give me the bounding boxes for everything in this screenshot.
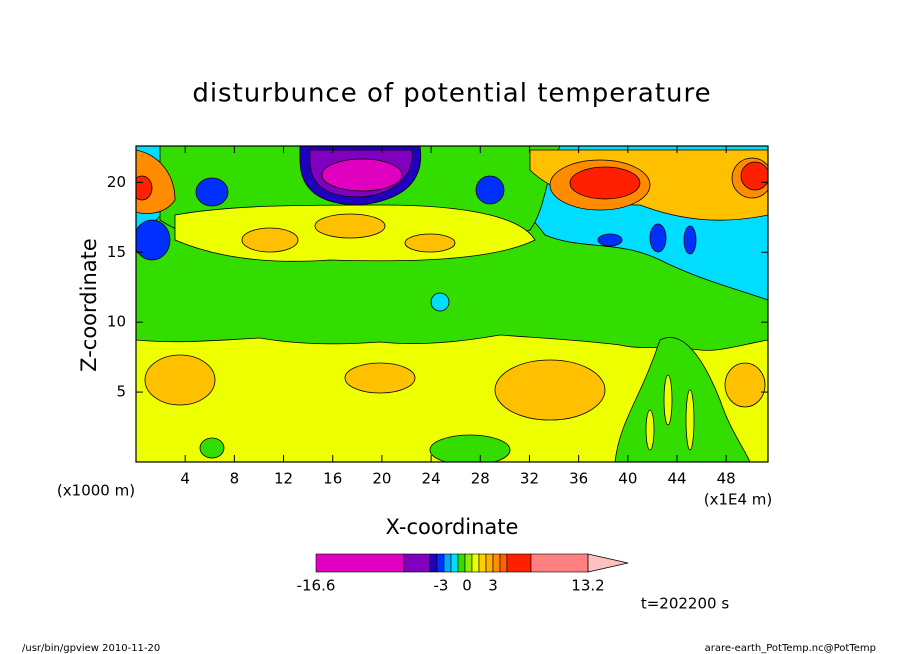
- footer-left: /usr/bin/gpview 2010-11-20: [22, 643, 160, 654]
- colorbar-tick-label: -3: [434, 577, 449, 595]
- colorbar-segment: [457, 553, 466, 573]
- x-axis-label: X-coordinate: [386, 515, 519, 539]
- y-tick-label: 10: [107, 313, 126, 331]
- colorbar-segment: [485, 553, 494, 573]
- chart-title: disturbunce of potential temperature: [192, 79, 711, 109]
- colorbar-tick-label: -16.6: [297, 577, 336, 595]
- time-label: t=202200 s: [641, 595, 729, 613]
- x-tick-label: 20: [372, 470, 391, 488]
- x-tick-label: 16: [323, 470, 342, 488]
- colorbar-segment: [315, 553, 405, 573]
- colorbar-segment: [464, 553, 473, 573]
- colorbar-segment: [403, 553, 431, 573]
- colorbar-segment: [530, 553, 589, 573]
- x-unit-label: (x1000 m): [57, 482, 135, 500]
- colorbar-segment: [443, 553, 452, 573]
- footer-right: arare-earth_PotTemp.nc@PotTemp: [705, 643, 876, 654]
- colorbar-tick-label: 3: [488, 577, 498, 595]
- x-tick-label: 24: [422, 470, 441, 488]
- colorbar-segment: [478, 553, 487, 573]
- y-tick-label: 20: [107, 173, 126, 191]
- colorbar-segment: [436, 553, 445, 573]
- colorbar-segment: [492, 553, 501, 573]
- x-tick-label: 40: [618, 470, 637, 488]
- y-tick-label: 5: [116, 383, 126, 401]
- colorbar-segment: [499, 553, 508, 573]
- x-tick-label: 36: [569, 470, 588, 488]
- x-tick-label: 28: [471, 470, 490, 488]
- colorbar-segment: [429, 553, 438, 573]
- x-unit-label: (x1E4 m): [704, 491, 773, 509]
- x-tick-label: 44: [667, 470, 686, 488]
- colorbar-segment: [506, 553, 532, 573]
- colorbar-extension: [587, 553, 629, 573]
- x-tick-label: 12: [274, 470, 293, 488]
- x-tick-label: 32: [520, 470, 539, 488]
- x-tick-label: 48: [717, 470, 736, 488]
- plot-frame: [135, 145, 769, 463]
- colorbar: -16.6 -3 0 3 13.2: [297, 553, 629, 595]
- colorbar-tick-label: 13.2: [571, 577, 604, 595]
- axis-labels: Z-coordinate X-coordinate (x1000 m) (x1E…: [57, 238, 772, 539]
- colorbar-segment: [471, 553, 480, 573]
- x-tick-label: 8: [230, 470, 240, 488]
- colorbar-tick-label: 0: [462, 577, 472, 595]
- y-tick-label: 15: [107, 243, 126, 261]
- y-axis-label: Z-coordinate: [77, 238, 101, 372]
- contour-field: [136, 146, 768, 462]
- colorbar-segment: [450, 553, 459, 573]
- x-tick-label: 4: [180, 470, 190, 488]
